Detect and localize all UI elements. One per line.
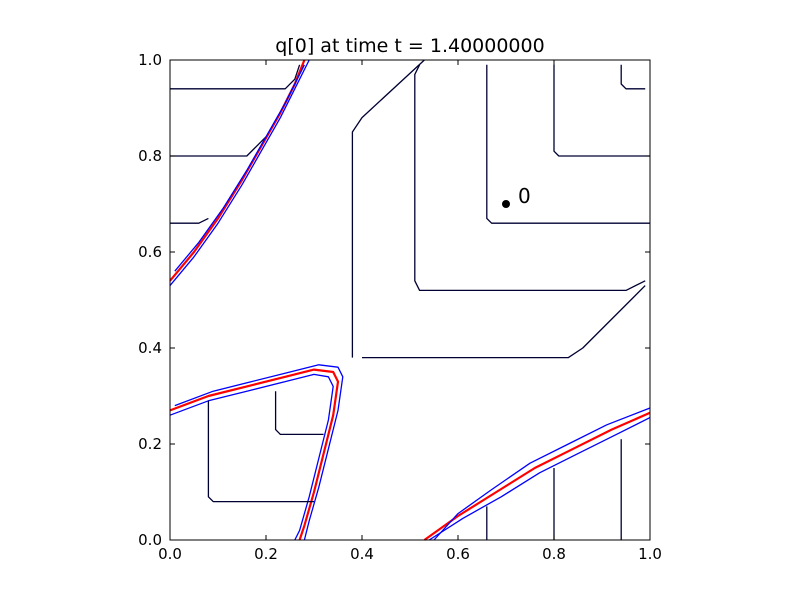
y-tick-label-4: 0.8 (138, 147, 162, 165)
x-tick-label-2: 0.4 (350, 545, 374, 563)
x-tick-label-4: 0.8 (542, 545, 566, 563)
contour-line-11 (620, 64, 646, 90)
contour-line-3 (169, 59, 306, 282)
contour-lines (169, 59, 651, 541)
contour-line-15 (207, 400, 314, 503)
x-tick-label-1: 0.2 (254, 545, 278, 563)
contour-line-0 (170, 64, 301, 90)
y-tick-label-2: 0.4 (138, 339, 162, 357)
annotation-label: 0 (518, 184, 531, 208)
annotation-layer: 0 (502, 184, 531, 208)
axis-ticks: 0.0 0.2 0.4 0.6 0.8 1.0 0.0 0.2 0.4 0.6 0.8 1.0 (138, 51, 662, 563)
y-tick-label-1: 0.2 (138, 435, 162, 453)
x-tick-label-5: 1.0 (638, 545, 662, 563)
contour-line-16 (274, 391, 324, 436)
plot-frame (169, 59, 651, 541)
contour-line-1 (170, 136, 267, 157)
contour-line-13 (169, 373, 334, 541)
contour-line-4 (169, 59, 310, 287)
contour-line-18 (428, 417, 651, 541)
chart-title: q[0] at time t = 1.40000000 (275, 35, 544, 57)
contour-line-5 (174, 64, 305, 272)
contour-line-9 (486, 64, 650, 224)
y-tick-label-3: 0.6 (138, 243, 162, 261)
contour-line-17 (423, 411, 651, 541)
contour-line-2 (170, 217, 209, 224)
x-tick-label-3: 0.6 (446, 545, 470, 563)
contour-line-6 (351, 59, 425, 358)
annotation-marker (502, 200, 510, 208)
contour-line-12 (169, 368, 340, 541)
contour-line-19 (433, 407, 651, 541)
contour-line-10 (553, 64, 650, 157)
y-tick-label-5: 1.0 (138, 51, 162, 69)
contour-line-14 (174, 364, 344, 541)
y-tick-label-0: 0.0 (138, 531, 162, 549)
contour-line-8 (414, 64, 646, 292)
contour-line-7 (362, 285, 646, 359)
x-tick-label-0: 0.0 (158, 545, 182, 563)
